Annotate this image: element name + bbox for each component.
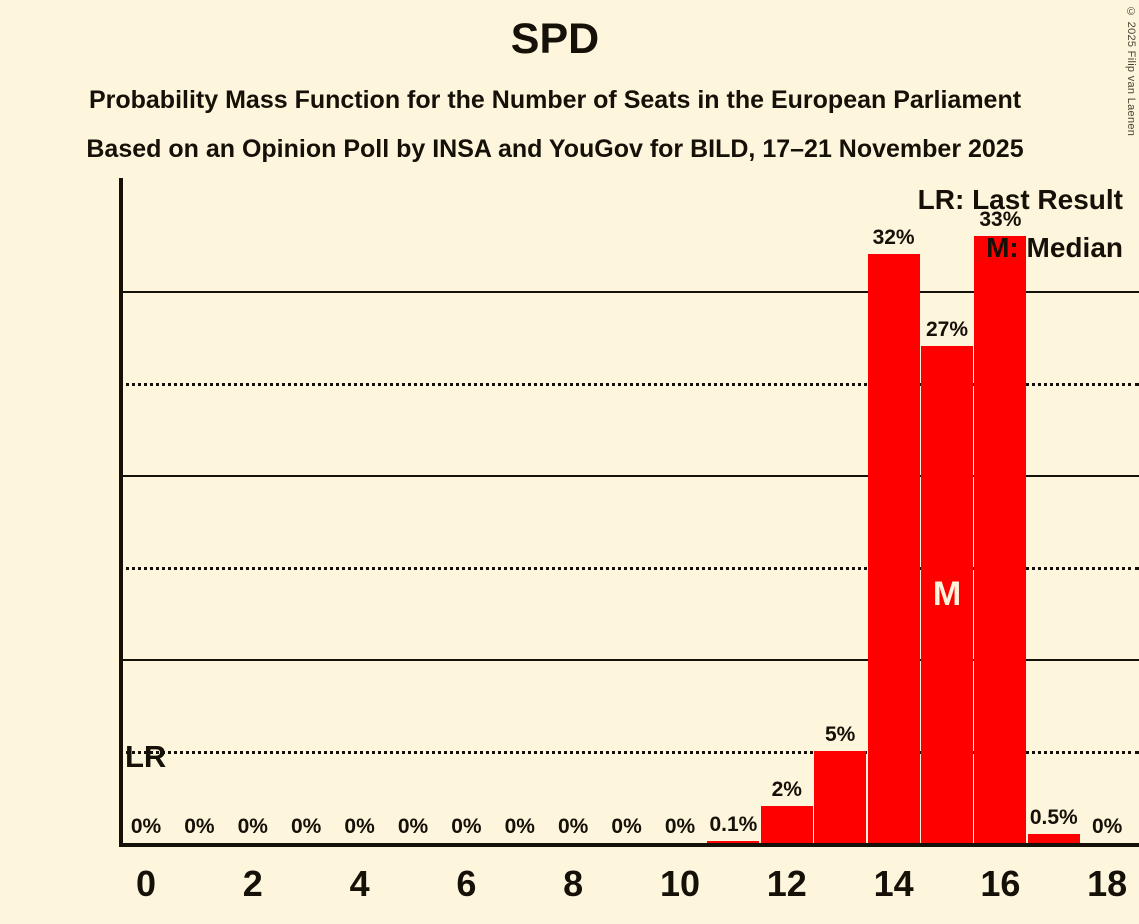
last-result-marker: LR [125, 739, 167, 774]
x-axis-tick-label: 16 [980, 863, 1021, 904]
bar-value-label: 0% [558, 815, 589, 838]
bar-value-label: 0% [291, 815, 322, 838]
legend-last-result: LR: Last Result [917, 184, 1123, 215]
bar[interactable] [707, 841, 760, 843]
gridline-major [119, 475, 1139, 477]
plot-area: 0% 0% 0% 0% 0% 0% 0% 0% 0% 0% 0% 0.1% 2% 5% 32% 27% M 33%… [119, 178, 1139, 847]
gridline-minor [119, 751, 1139, 754]
y-axis-line [119, 178, 123, 847]
bar-value-label: 33% [979, 207, 1022, 231]
bar-value-label: 0% [664, 815, 696, 838]
bar-value-label: 2% [771, 778, 802, 802]
bar-value-label: 27% [925, 318, 969, 342]
bar-value-label: 0% [504, 815, 535, 838]
bar[interactable] [814, 751, 867, 843]
x-axis-tick-label: 6 [456, 863, 477, 904]
chart-subtitle-2: Based on an Opinion Poll by INSA and You… [86, 135, 1024, 163]
x-axis-line [119, 843, 1139, 847]
bar[interactable] [1027, 833, 1080, 843]
bar[interactable] [974, 235, 1027, 843]
bar[interactable] [867, 254, 920, 843]
x-axis-tick-label: 0 [135, 863, 157, 904]
median-marker: M [932, 574, 962, 613]
bar-value-label: 0% [451, 815, 482, 838]
copyright-notice: © 2025 Filip van Laenen [1125, 6, 1137, 137]
legend-median: M: Median [986, 232, 1123, 263]
bar-value-label: 0% [184, 815, 215, 838]
gridline-major [119, 291, 1139, 293]
x-axis-tick-label: 18 [1087, 863, 1128, 904]
gridline-minor [119, 567, 1139, 570]
bar-value-label: 32% [872, 226, 915, 250]
bar-value-label: 0% [237, 815, 268, 838]
gridline-major [119, 659, 1139, 661]
bar-value-label: 0% [130, 815, 162, 838]
x-axis-tick-label: 12 [766, 863, 807, 904]
x-axis-tick-label: 8 [563, 863, 584, 904]
page-title: SPD [510, 15, 600, 63]
gridline-minor [119, 383, 1139, 386]
x-axis-tick-label: 2 [242, 863, 263, 904]
bar-value-label: 0% [1092, 815, 1123, 838]
chart-subtitle-1: Probability Mass Function for the Number… [88, 86, 1022, 114]
bar-value-label: 0% [611, 815, 642, 838]
x-axis-tick-label: 14 [873, 863, 914, 904]
bar-value-label: 0% [344, 815, 375, 838]
x-axis-tick-label: 10 [659, 863, 701, 904]
bar-value-label: 0.5% [1029, 805, 1078, 829]
bar-value-label: 5% [825, 723, 856, 746]
x-axis-tick-label: 4 [349, 863, 370, 904]
bar-value-label: 0.1% [709, 813, 758, 837]
bar[interactable] [921, 346, 973, 843]
bar-value-label: 0% [397, 815, 429, 838]
bar[interactable] [760, 806, 813, 843]
